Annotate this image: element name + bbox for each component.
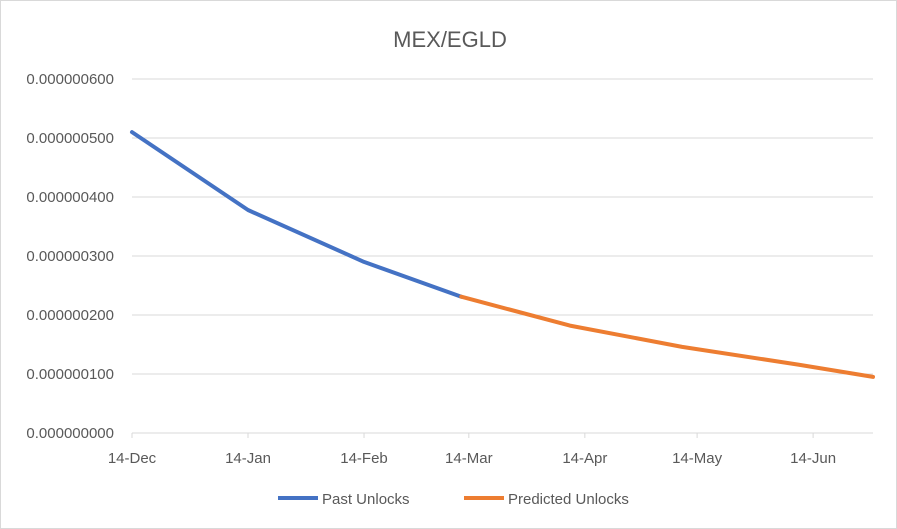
x-tick-label: 14-Jun	[790, 450, 836, 467]
y-tick-label: 0.000000200	[26, 307, 114, 324]
legend: Past Unlocks Predicted Unlocks	[278, 491, 629, 508]
x-tick-label: 14-Jan	[225, 450, 271, 467]
series	[130, 130, 875, 379]
x-tick-label: 14-Dec	[108, 450, 157, 467]
y-axis: 0.000000000 0.000000100 0.000000200 0.00000…	[26, 71, 114, 442]
y-tick-label: 0.000000000	[26, 425, 114, 442]
chart-title: MEX/EGLD	[393, 27, 507, 52]
y-tick-label: 0.000000400	[26, 189, 114, 206]
y-tick-label: 0.000000300	[26, 248, 114, 265]
legend-label: Predicted Unlocks	[508, 491, 629, 508]
x-tick-label: 14-Feb	[340, 450, 388, 467]
y-tick-label: 0.000000500	[26, 130, 114, 147]
y-tick-label: 0.000000600	[26, 71, 114, 88]
series-line-1	[130, 130, 464, 299]
series-line-2	[459, 294, 875, 379]
x-tick-label: 14-Apr	[562, 450, 607, 467]
legend-label: Past Unlocks	[322, 491, 410, 508]
x-tick-label: 14-Mar	[445, 450, 493, 467]
x-axis-labels: 14-Dec 14-Jan 14-Feb 14-Mar 14-Apr 14-May 14-J…	[108, 450, 836, 467]
y-tick-label: 0.000000100	[26, 366, 114, 383]
gridlines	[132, 78, 873, 375]
x-tick-label: 14-May	[672, 450, 723, 467]
x-axis	[131, 432, 873, 438]
